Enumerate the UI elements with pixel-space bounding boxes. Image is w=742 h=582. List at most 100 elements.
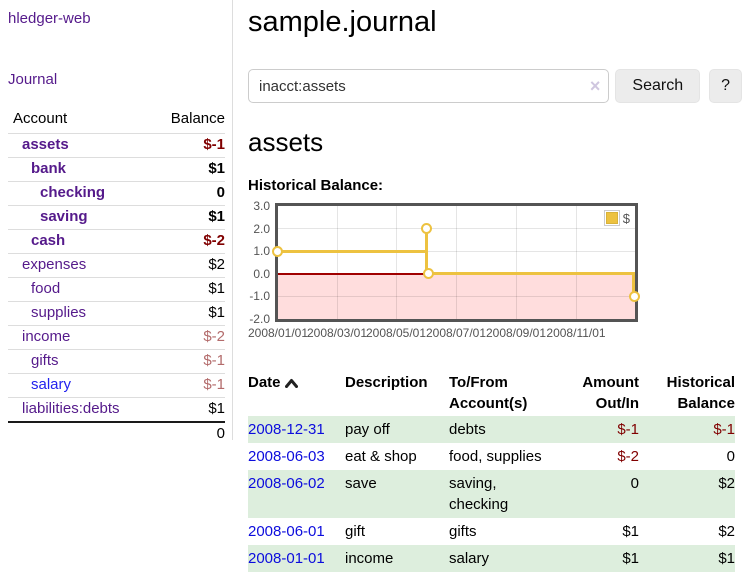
transaction-accounts: saving, checking xyxy=(449,475,509,513)
transaction-amount: $1 xyxy=(622,523,639,540)
account-link-liabilities-debts[interactable]: liabilities:debts xyxy=(22,400,120,417)
account-row: bank $1 xyxy=(8,157,225,182)
account-row: checking 0 xyxy=(8,181,225,206)
gridline xyxy=(396,206,397,319)
sidebar: hledger-web Journal Account Balance asse… xyxy=(0,0,233,446)
transaction-description: income xyxy=(345,550,394,567)
account-balance: 0 xyxy=(149,181,225,206)
account-link-saving[interactable]: saving xyxy=(40,208,88,225)
gridline xyxy=(456,206,457,319)
account-link-bank[interactable]: bank xyxy=(31,160,67,177)
account-link-income[interactable]: income xyxy=(22,328,71,345)
transaction-description: gift xyxy=(345,523,366,540)
balance-column-header: Balance xyxy=(170,110,225,127)
balance-column-header: Historical Balance xyxy=(666,374,735,412)
register-row: 2008-06-01 gift gifts $1 $2 xyxy=(248,518,735,545)
search-input[interactable] xyxy=(248,69,610,103)
sidebar-item-journal[interactable]: Journal xyxy=(8,71,58,88)
clear-search-icon[interactable]: × xyxy=(589,76,601,96)
account-link-checking[interactable]: checking xyxy=(40,184,106,201)
series-line-segment xyxy=(632,274,635,298)
series-line-segment xyxy=(278,250,428,253)
register-header-row: Date Description To/From Account(s) Amou… xyxy=(248,370,735,416)
transaction-date-link[interactable]: 2008-06-02 xyxy=(248,475,325,492)
transaction-date-link[interactable]: 2008-06-03 xyxy=(248,448,325,465)
y-tick-label: 3.0 xyxy=(253,199,270,213)
register-row: 2008-06-03 eat & shop food, supplies $-2… xyxy=(248,443,735,470)
x-tick-label: 2008/05/01 xyxy=(365,326,427,340)
help-button[interactable]: ? xyxy=(709,69,742,103)
app-title-link[interactable]: hledger-web xyxy=(8,10,91,27)
transaction-balance: 0 xyxy=(726,448,735,465)
gridline xyxy=(337,206,338,319)
account-link-food[interactable]: food xyxy=(31,280,61,297)
account-row: food $1 xyxy=(8,277,225,302)
gridline xyxy=(576,206,577,319)
account-balance: $-2 xyxy=(149,325,225,350)
series-line-segment xyxy=(428,272,635,275)
transaction-amount: $-2 xyxy=(617,448,639,465)
transaction-balance: $1 xyxy=(718,550,735,567)
register-row: 2008-12-31 pay off debts $-1 $-1 xyxy=(248,416,735,443)
account-row: cash $-2 xyxy=(8,229,225,254)
account-balance: $1 xyxy=(149,301,225,326)
account-balance: $1 xyxy=(149,205,225,230)
transaction-date-link[interactable]: 2008-06-01 xyxy=(248,523,325,540)
register-table: Date Description To/From Account(s) Amou… xyxy=(248,370,735,572)
transaction-accounts: debts xyxy=(449,421,486,438)
data-point-marker xyxy=(629,291,640,302)
x-tick-label: 2008/07/01 xyxy=(425,326,487,340)
transaction-description: eat & shop xyxy=(345,448,417,465)
data-point-marker xyxy=(423,268,434,279)
account-row: supplies $1 xyxy=(8,301,225,326)
accounts-header-row: Account Balance xyxy=(8,108,225,134)
x-tick-label: 2008/11/01 xyxy=(546,326,606,340)
description-column-header: Description xyxy=(345,374,428,391)
legend-label: $ xyxy=(622,210,630,226)
register-row: 2008-06-02 save saving, checking 0 $2 xyxy=(248,470,735,518)
gridline xyxy=(278,228,635,229)
account-link-cash[interactable]: cash xyxy=(31,232,66,249)
account-row: saving $1 xyxy=(8,205,225,230)
register-row: 2008-01-01 income salary $1 $1 xyxy=(248,545,735,572)
legend-swatch xyxy=(603,210,620,226)
transaction-balance: $2 xyxy=(718,475,735,492)
accounts-column-header: To/From Account(s) xyxy=(449,374,528,412)
page-title: sample.journal xyxy=(248,6,437,38)
account-row: liabilities:debts $1 xyxy=(8,397,225,422)
gridline xyxy=(516,206,517,319)
main-content: sample.journal × Search ? assets Histori… xyxy=(248,0,742,572)
account-balance: $1 xyxy=(149,277,225,302)
account-link-salary[interactable]: salary xyxy=(31,376,72,393)
account-link-assets[interactable]: assets xyxy=(22,136,69,153)
y-tick-label: -2.0 xyxy=(249,312,270,326)
transaction-accounts: food, supplies xyxy=(449,448,542,465)
y-tick-label: 0.0 xyxy=(253,267,270,281)
date-column-header[interactable]: Date xyxy=(248,370,345,416)
transaction-date-link[interactable]: 2008-01-01 xyxy=(248,550,325,567)
transaction-date-link[interactable]: 2008-12-31 xyxy=(248,421,325,438)
search-button[interactable]: Search xyxy=(615,69,701,103)
chart-plot-area: $ xyxy=(272,203,640,322)
account-link-gifts[interactable]: gifts xyxy=(31,352,59,369)
account-row: gifts $-1 xyxy=(8,349,225,374)
transaction-amount: $1 xyxy=(622,550,639,567)
account-row: assets $-1 xyxy=(8,133,225,158)
negative-balance-region xyxy=(278,274,635,319)
account-balance: $-1 xyxy=(149,373,225,398)
account-row: expenses $2 xyxy=(8,253,225,278)
account-row: salary $-1 xyxy=(8,373,225,398)
y-tick-label: -1.0 xyxy=(249,289,270,303)
data-point-marker xyxy=(272,246,283,257)
transaction-accounts: salary xyxy=(449,550,490,567)
account-link-expenses[interactable]: expenses xyxy=(22,256,87,273)
transaction-amount: $-1 xyxy=(617,421,639,438)
accounts-total-row: 0 xyxy=(8,421,225,446)
account-row: income $-2 xyxy=(8,325,225,350)
account-balance: $-2 xyxy=(149,229,225,254)
transaction-description: pay off xyxy=(345,421,390,438)
account-link-supplies[interactable]: supplies xyxy=(31,304,87,321)
account-heading: assets xyxy=(248,127,324,157)
y-tick-label: 2.0 xyxy=(253,222,270,236)
account-balance: $-1 xyxy=(149,349,225,374)
